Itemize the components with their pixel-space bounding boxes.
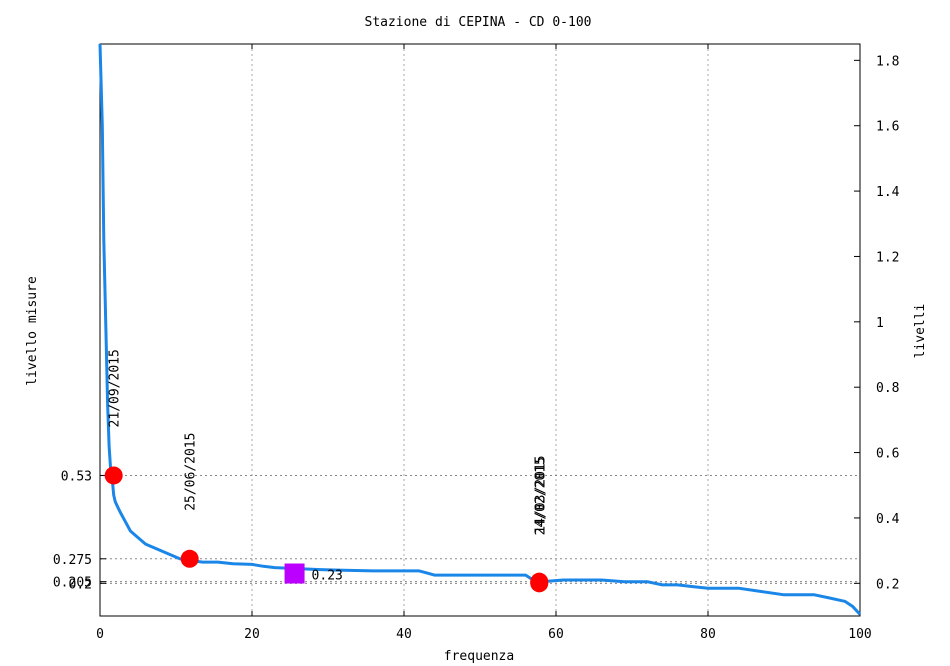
right-tick-label: 1.8 [876, 54, 899, 69]
duration-curve-line [98, 43, 862, 616]
event-date-label: 25/06/2015 [184, 433, 199, 511]
x-tick-label: 0 [96, 627, 104, 642]
right-tick-label: 0.2 [876, 577, 899, 592]
left-tick-label: 0.205 [53, 576, 92, 591]
event-marker [104, 466, 123, 485]
right-tick-label: 0.4 [876, 512, 900, 527]
x-axis-label: frequenza [444, 649, 514, 664]
plot-frame [99, 43, 861, 617]
x-tick-label: 20 [244, 627, 260, 642]
x-tick-label: 60 [548, 627, 564, 642]
event-marker [530, 574, 549, 593]
chart-title: Stazione di CEPINA - CD 0-100 [365, 15, 592, 30]
left-tick-label: 0.53 [61, 469, 92, 484]
event-date-label: 14/03/2015 [533, 455, 548, 533]
x-tick-label: 80 [700, 627, 716, 642]
event-marker [180, 549, 199, 568]
left-tick-label: 0.2 [69, 577, 92, 592]
median-value-label: 0.23 [312, 569, 343, 584]
right-tick-label: 0.8 [876, 381, 899, 396]
x-axis-ticks: 0 20 40 60 80 100 [96, 44, 872, 642]
median-point: 0.23 [284, 563, 343, 584]
right-tick-label: 1.2 [876, 250, 899, 265]
right-tick-label: 1.6 [876, 120, 899, 135]
right-tick-label: 1 [876, 316, 884, 331]
reference-lines [100, 474, 860, 584]
right-axis-ticks: 0.2 0.4 0.6 0.8 1 1.2 1.4 1.6 1.8 [854, 54, 900, 592]
right-tick-label: 1.4 [876, 185, 900, 200]
left-tick-label: 0.275 [53, 553, 92, 568]
median-marker [284, 563, 305, 584]
event-date-label: 24/02/2015 [533, 457, 548, 535]
left-axis-label: livello misure [25, 276, 40, 386]
x-tick-label: 40 [396, 627, 412, 642]
right-axis-label: livelli [913, 304, 928, 359]
grid [251, 44, 709, 616]
event-date-label: 21/09/2015 [108, 349, 123, 427]
right-tick-label: 0.6 [876, 447, 899, 462]
x-tick-label: 100 [848, 627, 871, 642]
